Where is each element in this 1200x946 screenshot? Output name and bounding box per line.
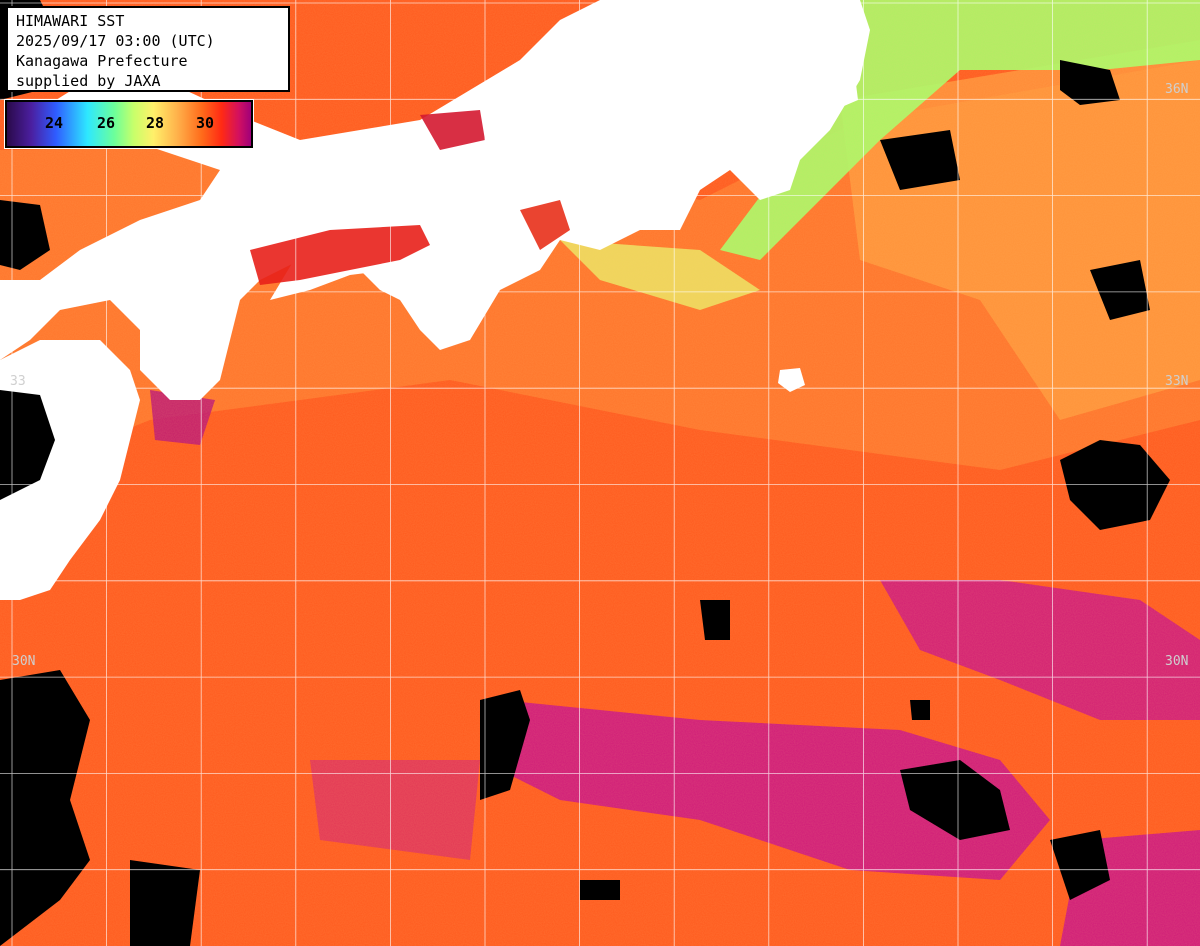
legend-tick-28: 28 xyxy=(146,114,165,132)
map-credit: supplied by JAXA xyxy=(16,72,161,90)
color-legend: 24 26 28 30 xyxy=(4,99,254,149)
legend-tick-26: 26 xyxy=(97,114,116,132)
lat-label-33n-right: 33N xyxy=(1165,374,1189,389)
legend-tick-24: 24 xyxy=(45,114,64,132)
legend-gradient xyxy=(7,102,251,146)
cloud-speck1 xyxy=(700,600,730,640)
sea-seto-inland xyxy=(250,225,430,285)
cloud-ne3 xyxy=(1090,260,1150,320)
sea-ise-bay xyxy=(520,200,570,250)
cloud-sw xyxy=(0,670,90,946)
cloud-ne1 xyxy=(1060,60,1120,105)
cloud-se xyxy=(900,760,1010,840)
map-datetime: 2025/09/17 03:00 (UTC) xyxy=(16,32,215,50)
lat-label-30n-left: 30N xyxy=(12,654,36,669)
lat-label-36n-right: 36N xyxy=(1165,82,1189,97)
cloud-east xyxy=(1060,440,1170,530)
cloud-s2 xyxy=(1050,830,1110,900)
cloud-speck2 xyxy=(910,700,930,720)
cloud-s1 xyxy=(480,690,530,800)
cloud-w2 xyxy=(0,390,55,500)
land-honshu-shikoku xyxy=(0,0,870,400)
sea-bay-north xyxy=(420,110,485,150)
cloud-ne2 xyxy=(880,130,960,190)
lat-label-30n-right: 30N xyxy=(1165,654,1189,669)
map-region: Kanagawa Prefecture xyxy=(16,52,188,70)
land-islet xyxy=(778,368,805,392)
cloud-sw2 xyxy=(130,860,200,946)
cloud-speck3 xyxy=(580,880,620,900)
land-izu-islet xyxy=(840,84,858,106)
legend-tick-30: 30 xyxy=(196,114,215,132)
info-box: HIMAWARI SST 2025/09/17 03:00 (UTC) Kana… xyxy=(6,6,290,92)
lat-label-33-left: 33 xyxy=(10,374,26,389)
cloud-w1 xyxy=(0,200,50,270)
map-title: HIMAWARI SST xyxy=(16,12,125,30)
